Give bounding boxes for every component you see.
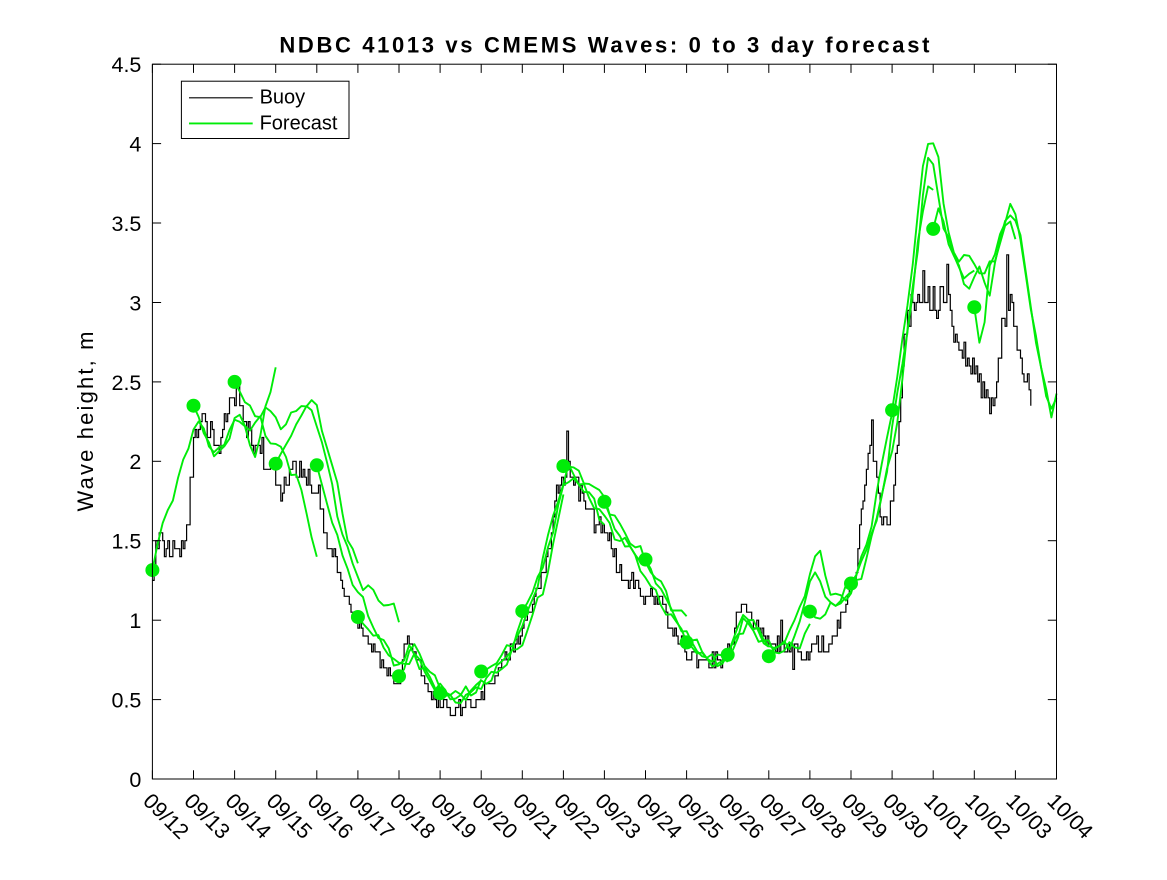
svg-text:0: 0 [129, 768, 141, 792]
svg-text:NDBC 41013 vs CMEMS Waves: 0 t: NDBC 41013 vs CMEMS Waves: 0 to 3 day fo… [279, 32, 930, 57]
svg-text:4: 4 [129, 133, 141, 157]
svg-text:Buoy: Buoy [260, 87, 306, 109]
svg-text:4.5: 4.5 [112, 53, 142, 77]
svg-text:2: 2 [129, 450, 141, 474]
svg-text:1: 1 [129, 609, 141, 633]
svg-text:3: 3 [129, 291, 141, 315]
svg-text:2.5: 2.5 [112, 371, 142, 395]
svg-text:Wave height, m: Wave height, m [73, 332, 98, 512]
svg-text:3.5: 3.5 [112, 212, 142, 236]
svg-text:Forecast: Forecast [260, 112, 338, 134]
svg-text:1.5: 1.5 [112, 530, 142, 554]
svg-text:0.5: 0.5 [112, 689, 142, 713]
